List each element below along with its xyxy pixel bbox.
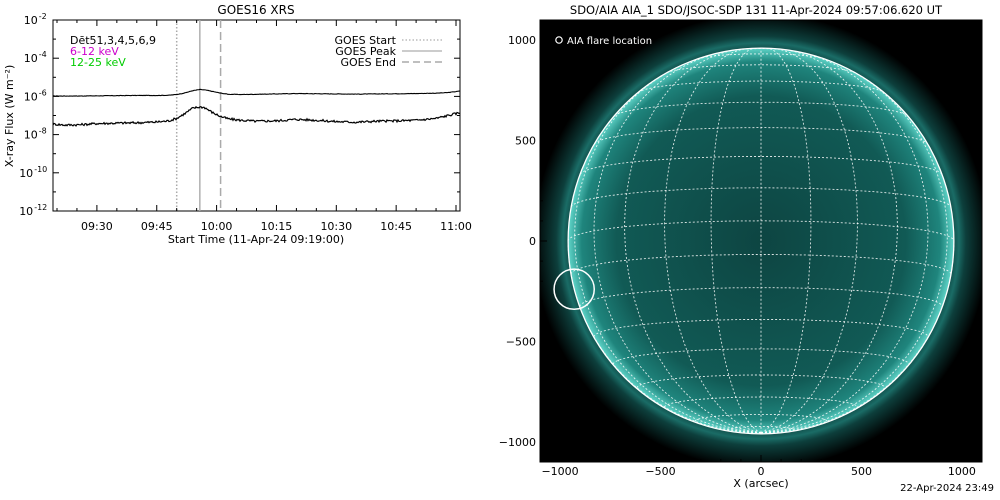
longitude-line [760,47,812,434]
goes-event-markers [175,20,222,211]
x-tick-label: 09:30 [81,220,113,233]
flare-location-circle [553,268,595,311]
aia-x-axis-label: X (arcsec) [733,477,788,490]
aia-x-tick-label: −1000 [541,465,578,478]
longitude-line [624,49,762,434]
aia-image: AIA flare location [540,20,982,462]
y-tick-label: 10-6 [24,88,47,103]
series-6-12-kev [53,88,460,97]
latitude-line [612,348,910,365]
y-tick-label: 10-2 [24,12,47,27]
y-tick-label: 10-4 [24,50,47,65]
aia-x-tick-label: 500 [851,465,872,478]
footer-timestamp: 22-Apr-2024 23:49 [900,483,994,494]
latitude-line [613,101,909,117]
legend-goes-end-label: GOES End [340,56,396,69]
aia-y-tick-label: 0 [529,235,536,248]
aia-panel: SDO/AIA AIA_1 SDO/JSOC-SDP 131 11-Apr-20… [499,3,983,490]
longitude-line [574,63,762,434]
longitude-line [710,47,762,434]
legend-series-12-25-kev: 12-25 keV [70,56,126,69]
legend-flare-symbol [555,36,563,44]
latitude-line [664,396,858,408]
y-tick-label: 10-8 [24,127,47,142]
x-tick-label: 10:15 [261,220,293,233]
heliographic-grid [567,47,955,434]
x-tick-label: 11:00 [440,220,472,233]
aia-x-tick-label: −500 [645,465,675,478]
goes-plot-area: 09:30 09:45 10:00 10:15 10:30 10:45 11:00 10-2… [19,12,472,233]
aia-y-axis: −1000 −500 0 500 1000 [499,34,547,449]
latitude-line [567,220,955,242]
solar-limb [567,47,955,435]
longitude-line [760,63,948,434]
x-tick-label: 09:45 [141,220,173,233]
goes-series-group [53,88,460,127]
goes-marker-legend: GOES Start GOES Peak GOES End [335,34,442,69]
latitude-line [694,413,828,422]
aia-x-axis: −1000 −500 0 500 1000 [541,455,976,478]
aia-y-tick-label: −1000 [499,436,536,449]
detector-label: Dēt51,3,4,5,6,9 [70,34,156,47]
goes-title: GOES16 XRS [217,3,294,17]
goes-y-axis-label: X-ray Flux (W m⁻²) [3,65,16,167]
x-tick-label: 10:45 [380,220,412,233]
longitude-line [664,48,762,434]
legend-series-6-12-kev: 6-12 keV [70,45,119,58]
y-tick-label: 10-10 [19,165,47,180]
latitude-line [698,53,824,60]
longitude-line [760,48,858,434]
x-tick-label: 10:30 [320,220,352,233]
goes-x-axis: 09:30 09:45 10:00 10:15 10:30 10:45 11:00 [56,20,472,233]
series-12-25-kev [53,105,460,127]
legend-flare-label: AIA flare location [567,36,652,47]
legend-goes-peak-label: GOES Peak [335,45,396,58]
goes-xrs-panel: GOES16 XRS 09:30 09:45 10:00 10:15 10:30 10:4… [3,3,472,246]
aia-y-tick-label: 500 [515,135,536,148]
solar-disk [568,48,954,434]
legend-goes-start-label: GOES Start [335,34,397,47]
longitude-line [760,49,898,434]
goes-x-axis-label: Start Time (11-Apr-24 09:19:00) [168,233,344,246]
latitude-line [637,80,885,93]
latitude-line [570,254,952,275]
aia-x-tick-label: 1000 [948,465,976,478]
y-tick-label: 10-12 [19,203,47,218]
aia-y-tick-label: 1000 [508,34,536,47]
aia-title: SDO/AIA AIA_1 SDO/JSOC-SDP 131 11-Apr-20… [570,3,943,17]
goes-channel-legend: Dēt51,3,4,5,6,9 6-12 keV 12-25 keV [70,34,156,69]
x-tick-label: 10:00 [201,220,233,233]
goes-y-axis: 10-2 10-4 10-6 10-8 10-10 10-12 [19,12,460,218]
aia-x-tick-label: 0 [758,465,765,478]
aia-y-tick-label: −500 [506,335,536,348]
